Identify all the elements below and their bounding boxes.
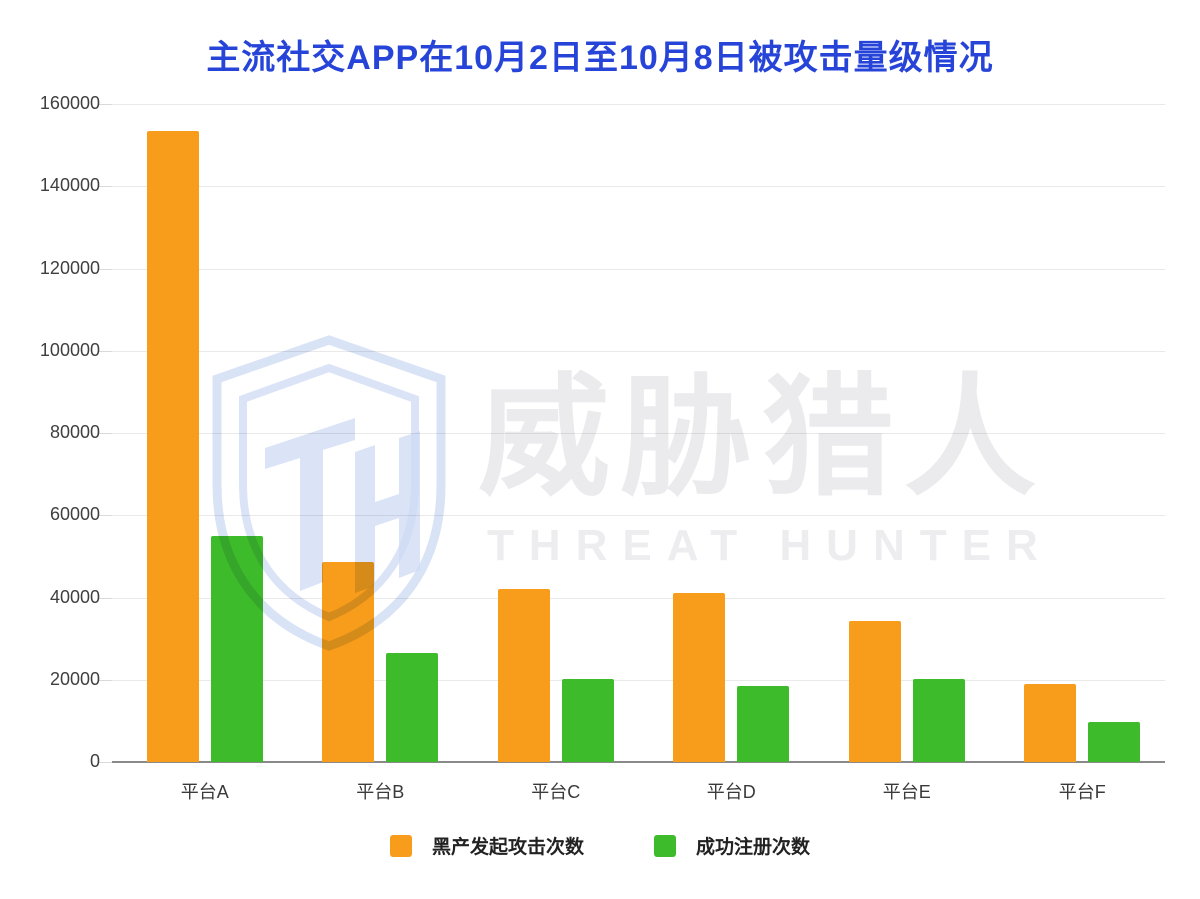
- gridline: [112, 597, 1165, 599]
- y-tickmark: [98, 433, 112, 434]
- y-axis-tick-label: 60000: [49, 504, 100, 525]
- y-tickmark: [98, 597, 112, 599]
- legend-label-attacks: 黑产发起攻击次数: [431, 837, 584, 858]
- gridline: [112, 104, 1165, 105]
- y-axis-tick-label: 120000: [39, 257, 100, 278]
- y-axis-tick-label: 80000: [49, 422, 100, 442]
- y-axis-tick-label: 160000: [39, 93, 100, 113]
- x-axis-category-label: 平台C: [531, 782, 581, 802]
- gridline: [112, 679, 1165, 681]
- legend-label-registrations: 成功注册次数: [696, 837, 811, 858]
- y-tickmark: [98, 104, 112, 105]
- legend-swatch-orange: [389, 834, 412, 857]
- x-axis-line: [112, 761, 1165, 763]
- y-tickmark: [98, 762, 112, 763]
- bar-attacks-平台E: [848, 621, 901, 762]
- chart-legend: 黑产发起攻击次数 成功注册次数: [0, 832, 1200, 859]
- legend-item-attacks: 黑产发起攻击次数: [389, 832, 584, 859]
- gridline: [112, 433, 1165, 434]
- y-axis-tick-label: 140000: [39, 175, 100, 196]
- x-axis-category-label: 平台F: [1058, 782, 1106, 802]
- y-axis-tick-label: 20000: [49, 668, 100, 689]
- gridline: [112, 268, 1165, 270]
- bar-attacks-平台A: [146, 130, 199, 762]
- y-tickmark: [98, 350, 112, 352]
- bar-attacks-平台C: [497, 589, 550, 762]
- y-axis-tick-label: 100000: [39, 339, 100, 360]
- x-axis-category-label: 平台D: [706, 782, 756, 802]
- chart-title: 主流社交APP在10月2日至10月8日被攻击量级情况: [206, 39, 994, 77]
- bar-attacks-平台F: [1024, 683, 1077, 762]
- bar-registrations-平台D: [737, 686, 790, 762]
- x-axis-category-label: 平台A: [180, 782, 229, 802]
- gridline: [112, 515, 1165, 517]
- y-axis-tick-label: 0: [89, 751, 100, 771]
- x-axis-category-label: 平台E: [882, 782, 931, 802]
- bar-registrations-平台F: [1088, 721, 1141, 762]
- y-tickmark: [98, 515, 112, 517]
- legend-item-registrations: 成功注册次数: [654, 832, 810, 859]
- bar-registrations-平台A: [210, 535, 263, 762]
- bar-registrations-平台C: [561, 678, 614, 762]
- bar-registrations-平台B: [386, 653, 439, 762]
- bar-attacks-平台D: [673, 593, 726, 762]
- plot-area: [98, 104, 1165, 763]
- y-axis-tick-label: 40000: [49, 586, 100, 607]
- bar-registrations-平台E: [912, 678, 965, 762]
- bar-attacks-平台B: [322, 562, 375, 762]
- gridline: [112, 350, 1165, 352]
- gridline: [112, 186, 1165, 188]
- legend-swatch-green: [654, 834, 676, 857]
- y-tickmark: [98, 679, 112, 681]
- x-axis-category-label: 平台B: [356, 782, 405, 802]
- y-tickmark: [98, 268, 112, 270]
- y-tickmark: [98, 186, 112, 188]
